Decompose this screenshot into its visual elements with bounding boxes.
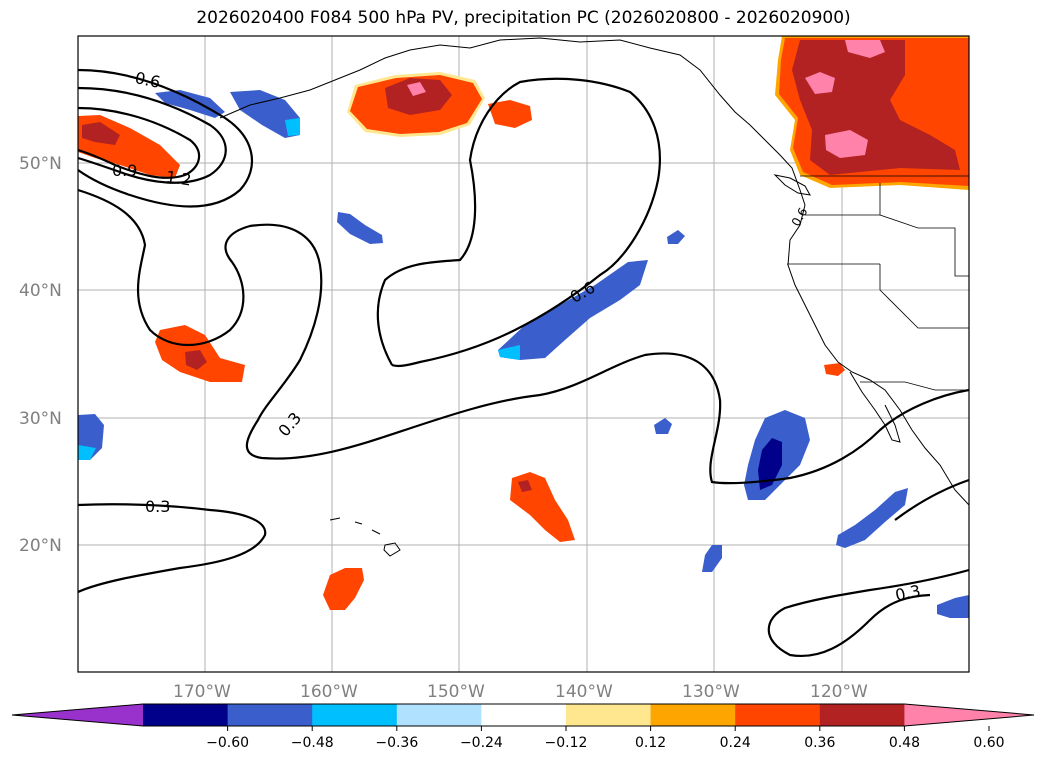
colorbar-bin: [566, 704, 652, 726]
lat-label-20n: 20°N: [19, 536, 62, 556]
precip-blob-170w-core: [185, 350, 207, 370]
lon-label-150w: 150°W: [427, 682, 485, 702]
pv-contour-0.6-gulf: [376, 77, 661, 368]
precip-blob-bc-coast-peak2: [805, 72, 835, 94]
coastline-north-america: [787, 204, 969, 506]
precip-blob-160w: [323, 568, 364, 610]
contour-label-0-3-sw: 0.3: [145, 497, 170, 516]
pv-contour-0.3-se: [767, 568, 969, 658]
contour-label-0-9: 0.9: [112, 161, 137, 180]
precip-blob-hawaii-ne-core: [758, 438, 782, 490]
map-content: 0.6 0.9 1.2 0.3 0.6 0.3 0.3 0.6: [78, 36, 969, 672]
colorbar-bin: [650, 704, 736, 726]
colorbar-tick-label: 0.12: [635, 735, 666, 751]
precip-blob-gulf-alaska-peak: [407, 82, 426, 96]
precip-blob-small-135w: [654, 418, 672, 434]
precip-blob-mid-diagonal: [498, 260, 648, 360]
colorbar-tick-label: −0.60: [206, 735, 249, 751]
coastline-hawaii: [329, 517, 401, 557]
lon-label-160w: 160°W: [300, 682, 358, 702]
border-nv-ca: [879, 264, 969, 329]
precip-blob-small-mid: [667, 230, 685, 244]
precip-blob-bc-coast-peak1: [845, 40, 885, 58]
plot-title: 2026020400 F084 500 hPa PV, precipitatio…: [196, 8, 851, 28]
precip-blob-130w-small: [702, 545, 722, 572]
precip-blob-baja: [824, 363, 845, 376]
colorbar-tick-label: 0.48: [889, 735, 920, 751]
pv-contour-0.6-main: [78, 188, 969, 485]
coastlines: [219, 37, 969, 557]
precip-blob-gulf-alaska-core: [385, 78, 452, 115]
colorbar-tick-label: −0.36: [375, 735, 418, 751]
colorbar-tick-label: −0.12: [545, 735, 588, 751]
precip-positive: [78, 36, 969, 610]
longitude-labels: 170°W 160°W 150°W 140°W 130°W 120°W: [173, 682, 868, 702]
colorbar-bin: [735, 704, 821, 726]
coastline-vancouver-island: [773, 174, 811, 196]
colorbar: −0.60 −0.48 −0.36 −0.24 −0.12 0.12 0.24 0.36 0.4…: [11, 703, 1035, 751]
lon-label-130w: 130°W: [682, 682, 740, 702]
lat-label-50n: 50°N: [19, 154, 62, 174]
precip-blob-aleutian-1: [155, 90, 225, 118]
pv-contour-0.3-ne-branch: [894, 478, 969, 521]
border-id: [879, 214, 969, 277]
lon-label-170w: 170°W: [173, 682, 231, 702]
precip-blob-west-edge-light: [78, 445, 96, 460]
pv-contour-0.6-north: [78, 68, 254, 208]
lat-label-40n: 40°N: [19, 281, 62, 301]
colorbar-bin: [143, 704, 229, 726]
colorbar-bin: [312, 704, 398, 726]
colorbar-extend-min: [12, 704, 143, 726]
colorbar-bin: [819, 704, 905, 726]
colorbar-bin: [396, 704, 482, 726]
colorbar-tick-label: 0.24: [720, 735, 751, 751]
pv-contour-1.2: [78, 106, 201, 179]
colorbar-tick-label: 0.36: [804, 735, 835, 751]
borders: [787, 175, 969, 391]
precip-blob-120w-band: [836, 488, 908, 548]
colorbar-tick-label: −0.48: [291, 735, 334, 751]
precip-blob-mid-1: [337, 212, 383, 244]
precip-blob-se-corner: [937, 595, 969, 618]
precip-blob-145w-core: [518, 480, 532, 492]
colorbar-outline: [11, 703, 1035, 727]
pv-contour-0.3-south: [78, 503, 267, 594]
precip-blob-aleutian-2-edge: [285, 118, 300, 136]
lat-label-30n: 30°N: [19, 409, 62, 429]
precip-blob-nw-core: [82, 122, 120, 145]
precip-blob-mid-diagonal-edge: [498, 345, 520, 360]
precip-blob-small-ak: [488, 100, 532, 128]
colorbar-bin: [227, 704, 313, 726]
contour-label-1-2: 1.2: [165, 167, 193, 189]
precip-negative: [78, 90, 969, 618]
precip-blob-bc-coast-peak3: [825, 130, 868, 158]
border-us-mexico: [860, 381, 969, 391]
map-frame: [77, 35, 970, 673]
precip-blob-aleutian-2: [230, 90, 300, 138]
pv-contours: [78, 68, 969, 658]
latitude-labels: 50°N 40°N 30°N 20°N: [19, 154, 62, 556]
lon-label-140w: 140°W: [555, 682, 613, 702]
colorbar-extend-max: [904, 704, 1034, 726]
colorbar-bin: [481, 704, 567, 726]
contour-label-0-6-nw: 0.6: [133, 68, 162, 92]
pv-contour-0.9: [78, 86, 227, 184]
colorbar-tick-label: 0.60: [973, 735, 1004, 751]
colorbar-tick-label: −0.24: [460, 735, 503, 751]
lon-label-120w: 120°W: [810, 682, 868, 702]
coastline-alaska: [219, 37, 806, 206]
coastline-baja: [849, 371, 901, 443]
contour-label-0-3-se: 0.3: [893, 581, 922, 605]
